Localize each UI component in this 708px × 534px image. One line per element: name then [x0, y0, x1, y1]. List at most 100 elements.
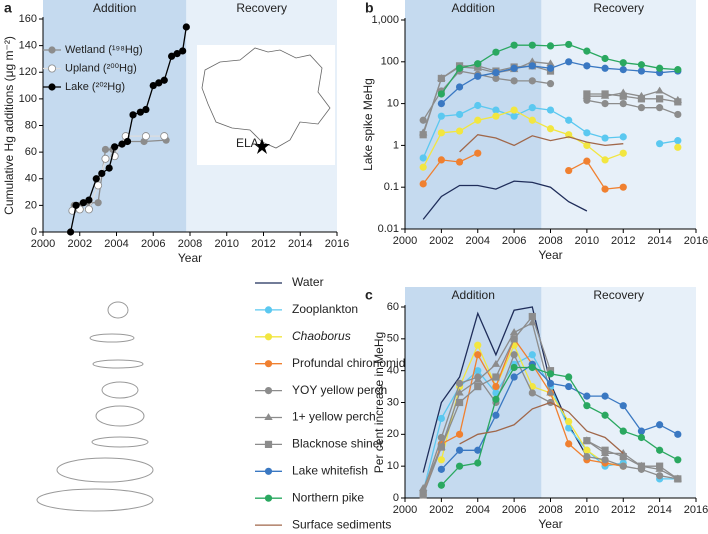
marker	[528, 104, 536, 112]
marker	[473, 375, 482, 383]
y-axis-label: Lake spike MeHg	[361, 78, 375, 171]
marker	[437, 129, 445, 137]
marker	[619, 149, 627, 157]
marker	[474, 101, 482, 110]
x-tick-label: 2012	[251, 238, 275, 250]
x-tick-label: 2006	[502, 235, 526, 247]
marker	[656, 140, 664, 148]
marker	[437, 156, 445, 164]
marker	[528, 389, 536, 397]
x-tick-label: 2006	[502, 504, 526, 516]
marker	[492, 112, 500, 120]
y-tick-label: 160	[19, 13, 37, 25]
marker	[583, 47, 591, 55]
y-tick-label: 30	[387, 396, 399, 408]
marker	[583, 453, 591, 461]
marker	[637, 104, 646, 112]
x-tick-label: 2016	[325, 238, 349, 250]
x-axis-label: Year	[538, 248, 562, 262]
x-tick-label: 2006	[141, 238, 165, 250]
marker	[619, 427, 627, 435]
marker	[419, 154, 427, 162]
marker	[79, 199, 88, 207]
marker	[656, 472, 664, 480]
marker	[510, 335, 518, 343]
marker	[510, 64, 518, 72]
y-tick-label: 1,000	[371, 14, 399, 26]
marker	[656, 462, 664, 470]
marker	[455, 430, 464, 438]
marker	[437, 414, 445, 423]
period-label: Recovery	[593, 288, 644, 302]
x-tick-label: 2002	[429, 504, 453, 516]
panel-letter: b	[365, 0, 374, 16]
marker	[84, 205, 93, 214]
marker	[455, 158, 464, 166]
y-axis-label: Per cent increase in MeHg	[372, 332, 386, 473]
marker	[619, 453, 627, 461]
marker	[528, 351, 536, 359]
marker	[72, 201, 80, 209]
period-shade	[43, 0, 187, 232]
legend-label: YOY yellow perch	[292, 383, 387, 397]
y-tick-label: 40	[25, 173, 37, 185]
y-tick-label: 60	[387, 301, 399, 313]
marker	[419, 131, 427, 139]
marker	[264, 387, 273, 395]
marker	[455, 83, 464, 91]
marker	[510, 373, 518, 381]
marker	[492, 373, 500, 381]
marker	[656, 64, 664, 72]
marker	[565, 116, 573, 124]
marker	[437, 100, 445, 108]
marker	[136, 108, 144, 116]
marker	[528, 77, 536, 85]
marker	[264, 360, 273, 368]
legend-label: Water	[292, 275, 324, 289]
marker	[48, 83, 56, 91]
marker	[674, 66, 682, 74]
marker	[528, 116, 536, 124]
marker	[601, 64, 609, 72]
x-tick-label: 2002	[68, 238, 92, 250]
legend-label: Blacknose shiner	[292, 437, 383, 451]
marker	[419, 180, 427, 188]
marker	[601, 156, 609, 164]
x-tick-label: 2010	[215, 238, 239, 250]
marker	[510, 363, 518, 372]
marker	[123, 137, 132, 146]
marker	[509, 328, 519, 335]
marker	[565, 166, 573, 175]
marker	[583, 129, 591, 137]
marker	[182, 23, 190, 31]
marker	[474, 60, 482, 68]
x-tick-label: 2014	[288, 238, 312, 250]
x-tick-label: 2012	[611, 504, 635, 516]
marker	[637, 95, 646, 103]
x-tick-label: 2016	[684, 235, 708, 247]
y-tick-label: 60	[25, 146, 37, 158]
legend-label: 1+ yellow perch	[292, 410, 376, 424]
marker	[565, 440, 573, 448]
x-tick-label: 2008	[538, 504, 562, 516]
marker	[637, 462, 646, 470]
marker	[492, 106, 500, 114]
marker	[546, 370, 555, 378]
marker	[129, 111, 137, 119]
marker	[619, 183, 627, 191]
marker	[142, 105, 150, 114]
period-shade	[541, 0, 696, 229]
marker	[264, 440, 273, 448]
marker	[601, 456, 609, 464]
x-tick-label: 2004	[466, 235, 490, 247]
marker	[619, 66, 627, 74]
marker	[437, 443, 445, 451]
map-inset: ELA	[197, 45, 335, 165]
marker	[118, 140, 126, 148]
x-tick-label: 2014	[647, 235, 671, 247]
marker	[474, 446, 482, 454]
marker	[583, 437, 591, 445]
x-tick-label: 2000	[31, 238, 55, 250]
marker	[510, 106, 518, 114]
